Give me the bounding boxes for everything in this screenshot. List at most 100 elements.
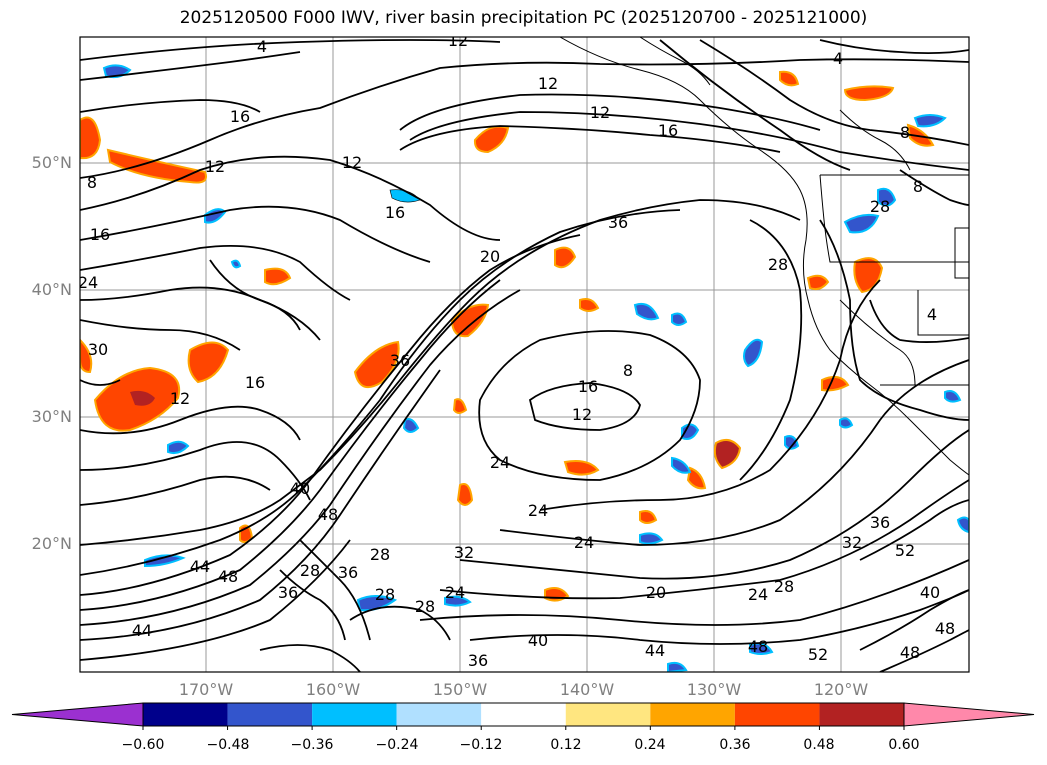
contour-label: 16 <box>578 377 598 396</box>
contour-label: 36 <box>870 513 890 532</box>
contour-labels: 4 12 12 12 16 4 8 8 12 16 16 24 12 20 28… <box>78 31 955 670</box>
contour-label: 20 <box>646 583 666 602</box>
lat-label-20n: 20°N <box>31 534 72 553</box>
contour-label: 36 <box>468 651 488 670</box>
contour-label: 48 <box>318 505 338 524</box>
contour-label: 28 <box>774 577 794 596</box>
map-title: 2025120500 F000 IWV, river basin precipi… <box>179 8 868 28</box>
contour-label: 24 <box>445 583 465 602</box>
contour-label: 28 <box>370 545 390 564</box>
contour-label: 12 <box>590 103 610 122</box>
contour-label: 52 <box>808 645 828 664</box>
contour-label: 36 <box>608 213 628 232</box>
precip-positive-areas <box>80 70 935 602</box>
colorbar-tick-label: −0.60 <box>121 737 165 753</box>
contour-label: 40 <box>290 479 310 498</box>
lon-label-160w: 160°W <box>305 680 361 699</box>
contour-label: 12 <box>170 389 190 408</box>
contour-label: 16 <box>245 373 265 392</box>
colorbar-ticks <box>142 726 905 730</box>
contour-label: 4 <box>833 49 843 68</box>
colorbar-bin <box>227 703 313 726</box>
contour-label: 36 <box>338 563 358 582</box>
contour-label: 8 <box>87 173 97 192</box>
contour-label: 32 <box>454 543 474 562</box>
graticule <box>80 37 969 672</box>
colorbar-bin <box>481 703 566 726</box>
colorbar <box>11 702 1035 730</box>
contour-label: 28 <box>870 197 890 216</box>
contour-label: 8 <box>623 361 633 380</box>
colorbar-bin <box>819 703 904 726</box>
lon-label-130w: 130°W <box>686 680 742 699</box>
contour-label: 48 <box>900 643 920 662</box>
map-frame <box>79 36 970 673</box>
contour-label: 48 <box>935 619 955 638</box>
contour-label: 48 <box>748 637 768 656</box>
contour-label: 40 <box>920 583 940 602</box>
map-plot-area: 4 12 12 12 16 4 8 8 12 16 16 24 12 20 28… <box>78 31 969 672</box>
contour-label: 4 <box>927 305 937 324</box>
contour-label: 44 <box>132 621 152 640</box>
contour-label: 28 <box>415 597 435 616</box>
contour-label: 28 <box>375 585 395 604</box>
contour-label: 40 <box>528 631 548 650</box>
contour-label: 24 <box>748 585 768 604</box>
contour-label: 16 <box>90 225 110 244</box>
contour-label: 30 <box>88 340 108 359</box>
colorbar-tick-label: 0.24 <box>634 737 666 753</box>
colorbar-tick-label: 0.36 <box>719 737 751 753</box>
contour-label: 24 <box>528 501 548 520</box>
contour-label: 12 <box>342 153 362 172</box>
lat-label-30n: 30°N <box>31 407 72 426</box>
contour-label: 44 <box>190 557 210 576</box>
contour-label: 24 <box>78 273 98 292</box>
contour-label: 24 <box>490 453 510 472</box>
contour-label: 48 <box>218 567 238 586</box>
contour-label: 12 <box>205 157 225 176</box>
contour-label: 16 <box>658 121 678 140</box>
contour-label: 36 <box>278 583 298 602</box>
contour-label: 16 <box>230 107 250 126</box>
contour-label: 52 <box>895 541 915 560</box>
iwv-contours <box>80 39 969 672</box>
contour-label: 24 <box>574 533 594 552</box>
contour-label: 20 <box>480 247 500 266</box>
colorbar-bin <box>565 703 651 726</box>
colorbar-tick-label: −0.12 <box>459 737 503 753</box>
colorbar-under <box>11 702 144 727</box>
colorbar-over <box>903 702 1035 727</box>
lon-label-120w: 120°W <box>813 680 869 699</box>
colorbar-tick-label: −0.36 <box>290 737 334 753</box>
contour-label: 28 <box>768 255 788 274</box>
contour-label: 8 <box>913 177 923 196</box>
colorbar-bins <box>142 702 905 727</box>
colorbar-tick-label: −0.24 <box>375 737 419 753</box>
lon-label-150w: 150°W <box>432 680 488 699</box>
contour-label: 12 <box>538 74 558 93</box>
contour-label: 36 <box>390 351 410 370</box>
contour-label: 12 <box>448 31 468 50</box>
contour-label: 4 <box>257 37 267 56</box>
colorbar-tick-label: 0.48 <box>803 737 835 753</box>
colorbar-bin <box>312 703 397 726</box>
contour-label: 28 <box>300 561 320 580</box>
colorbar-bin <box>650 703 735 726</box>
colorbar-bin <box>734 703 820 726</box>
colorbar-tick-label: 0.12 <box>550 737 582 753</box>
lat-label-40n: 40°N <box>31 280 72 299</box>
lon-label-140w: 140°W <box>559 680 615 699</box>
lon-label-170w: 170°W <box>178 680 234 699</box>
contour-label: 8 <box>900 123 910 142</box>
contour-label: 32 <box>842 533 862 552</box>
contour-label: 12 <box>572 405 592 424</box>
colorbar-bin <box>143 703 228 726</box>
contour-label: 44 <box>645 641 665 660</box>
contour-label: 16 <box>385 203 405 222</box>
colorbar-tick-label: 0.60 <box>888 737 920 753</box>
colorbar-bin <box>396 703 482 726</box>
colorbar-tick-label: −0.48 <box>206 737 250 753</box>
coastlines <box>559 37 969 476</box>
lat-label-50n: 50°N <box>31 153 72 172</box>
